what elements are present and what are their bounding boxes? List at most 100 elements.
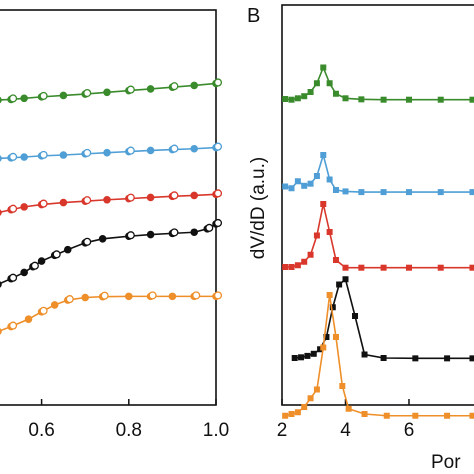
panel-b-tick-label: 6 [404, 420, 415, 441]
panel-b-data-point [301, 182, 308, 189]
panel-a-data-point-open [126, 231, 135, 240]
panel-a-data-point-open [9, 152, 18, 161]
panel-a-data-point-filled [125, 292, 133, 301]
panel-a-data-point-open [170, 82, 179, 91]
panel-b-data-point [298, 354, 305, 361]
panel-a: 0.6 0.8 1.0 [0, 9, 229, 441]
panel-b-data-point [469, 412, 474, 419]
panel-b-data-point [313, 386, 320, 393]
panel-b-data-point [320, 64, 327, 71]
panel-a-data-point-filled [146, 146, 155, 155]
panel-b-data-point [291, 355, 298, 361]
panel-a-data-point-filled [0, 281, 2, 288]
panel-a-data-point-open [205, 223, 214, 232]
panel-a-data-point-filled [190, 144, 199, 153]
panel-a-series [0, 78, 223, 335]
panel-b-data-point [437, 96, 444, 103]
panel-a-data-point-filled [0, 209, 2, 216]
panel-a-series-red [0, 189, 223, 216]
panel-a-data-point-open [213, 78, 223, 87]
panel-b-data-point [326, 80, 333, 87]
panel-a-data-point-open [170, 144, 179, 153]
panel-b-data-point [294, 95, 301, 102]
panel-b-data-point [294, 262, 301, 269]
panel-b-series [282, 64, 474, 419]
panel-b-data-point [307, 180, 314, 187]
panel-a-data-point-filled [63, 245, 72, 254]
panel-a-series-line [0, 295, 216, 332]
panel-a-series-orange [0, 291, 223, 335]
panel-b-data-point [326, 229, 333, 235]
panel-b-data-point [345, 405, 352, 412]
panel-b-tick-label: 2 [277, 420, 288, 441]
panel-b-data-point [444, 355, 451, 362]
panel-a-x-ticks: 0.6 0.8 1.0 [28, 399, 229, 441]
panel-b-data-point [437, 264, 444, 271]
panel-a-data-point-open [83, 88, 92, 98]
panel-b-tick-label: 4 [340, 420, 351, 441]
panel-b-data-point [294, 409, 301, 416]
panel-a-series-line [0, 223, 217, 285]
panel-b-data-point [339, 383, 346, 389]
panel-b-data-point [358, 189, 365, 196]
panel-b-data-point [405, 189, 412, 196]
panel-a-series-blue [0, 142, 223, 162]
panel-a-data-point-filled [20, 153, 28, 161]
panel-b-data-point [307, 89, 314, 95]
panel-b-data-point [405, 264, 412, 271]
panel-b-y-axis-title: dV/dD (a.u.) [248, 157, 269, 259]
panel-b-data-point [342, 188, 349, 195]
panel-b-data-point [361, 351, 368, 358]
panel-b-data-point [380, 264, 387, 271]
panel-a-data-point-open [192, 291, 201, 300]
panel-b-data-point [320, 344, 327, 351]
panel-a-data-point-open [39, 199, 48, 208]
panel-a-data-point-open [126, 193, 135, 202]
panel-a-data-point-filled [0, 96, 2, 104]
panel-b-series-black [291, 276, 474, 362]
panel-a-data-point-open [213, 218, 223, 228]
panel-a-data-point-open [9, 94, 18, 103]
panel-b-data-point [301, 258, 308, 265]
panel-a-data-point-open [65, 295, 74, 304]
panel-b-data-point [352, 313, 359, 319]
panel-b-data-point [358, 264, 365, 271]
panel-a-data-point-filled [103, 195, 111, 204]
panel-a-data-point-open [83, 148, 92, 157]
panel-b-data-point [317, 346, 324, 353]
panel-a-data-point-filled [168, 292, 177, 301]
panel-a-data-point-filled [20, 94, 28, 103]
panel-b-data-point [301, 404, 308, 410]
panel-a-series-green [0, 78, 223, 104]
panel-a-data-point-filled [81, 293, 90, 302]
panel-b-data-point [313, 80, 320, 87]
panel-b-series-line [285, 203, 473, 269]
panel-a-data-point-open [83, 196, 92, 205]
panel-a-data-point-filled [37, 257, 46, 265]
panel-b-data-point [288, 264, 295, 270]
panel-b-data-point [380, 355, 387, 361]
panel-b-data-point [282, 264, 289, 270]
panel-a-data-point-filled [59, 151, 68, 159]
panel-b-data-point [320, 201, 327, 207]
panel-a-data-point-open [126, 146, 135, 155]
panel-a-data-point-filled [103, 148, 111, 157]
panel-b-data-point [323, 334, 330, 340]
panel-b-data-point [380, 189, 387, 196]
panel-b-data-point [412, 412, 419, 419]
panel-a-data-point-open [100, 291, 109, 300]
panel-a-data-point-filled [146, 230, 155, 239]
panel-b-data-point [307, 395, 314, 402]
panel-b-series-blue [282, 152, 474, 196]
panel-a-data-point-filled [20, 268, 28, 277]
panel-a-tick-label: 0.8 [116, 420, 142, 441]
panel-a-data-point-open [39, 150, 48, 159]
panel-b-data-point [282, 183, 289, 190]
panel-b-data-point [301, 93, 308, 100]
panel-a-data-point-filled [146, 193, 155, 202]
panel-b-data-point [469, 355, 474, 362]
panel-a-data-point-filled [190, 81, 199, 90]
panel-b-data-point [288, 411, 295, 417]
panel-b-data-point [469, 96, 474, 103]
